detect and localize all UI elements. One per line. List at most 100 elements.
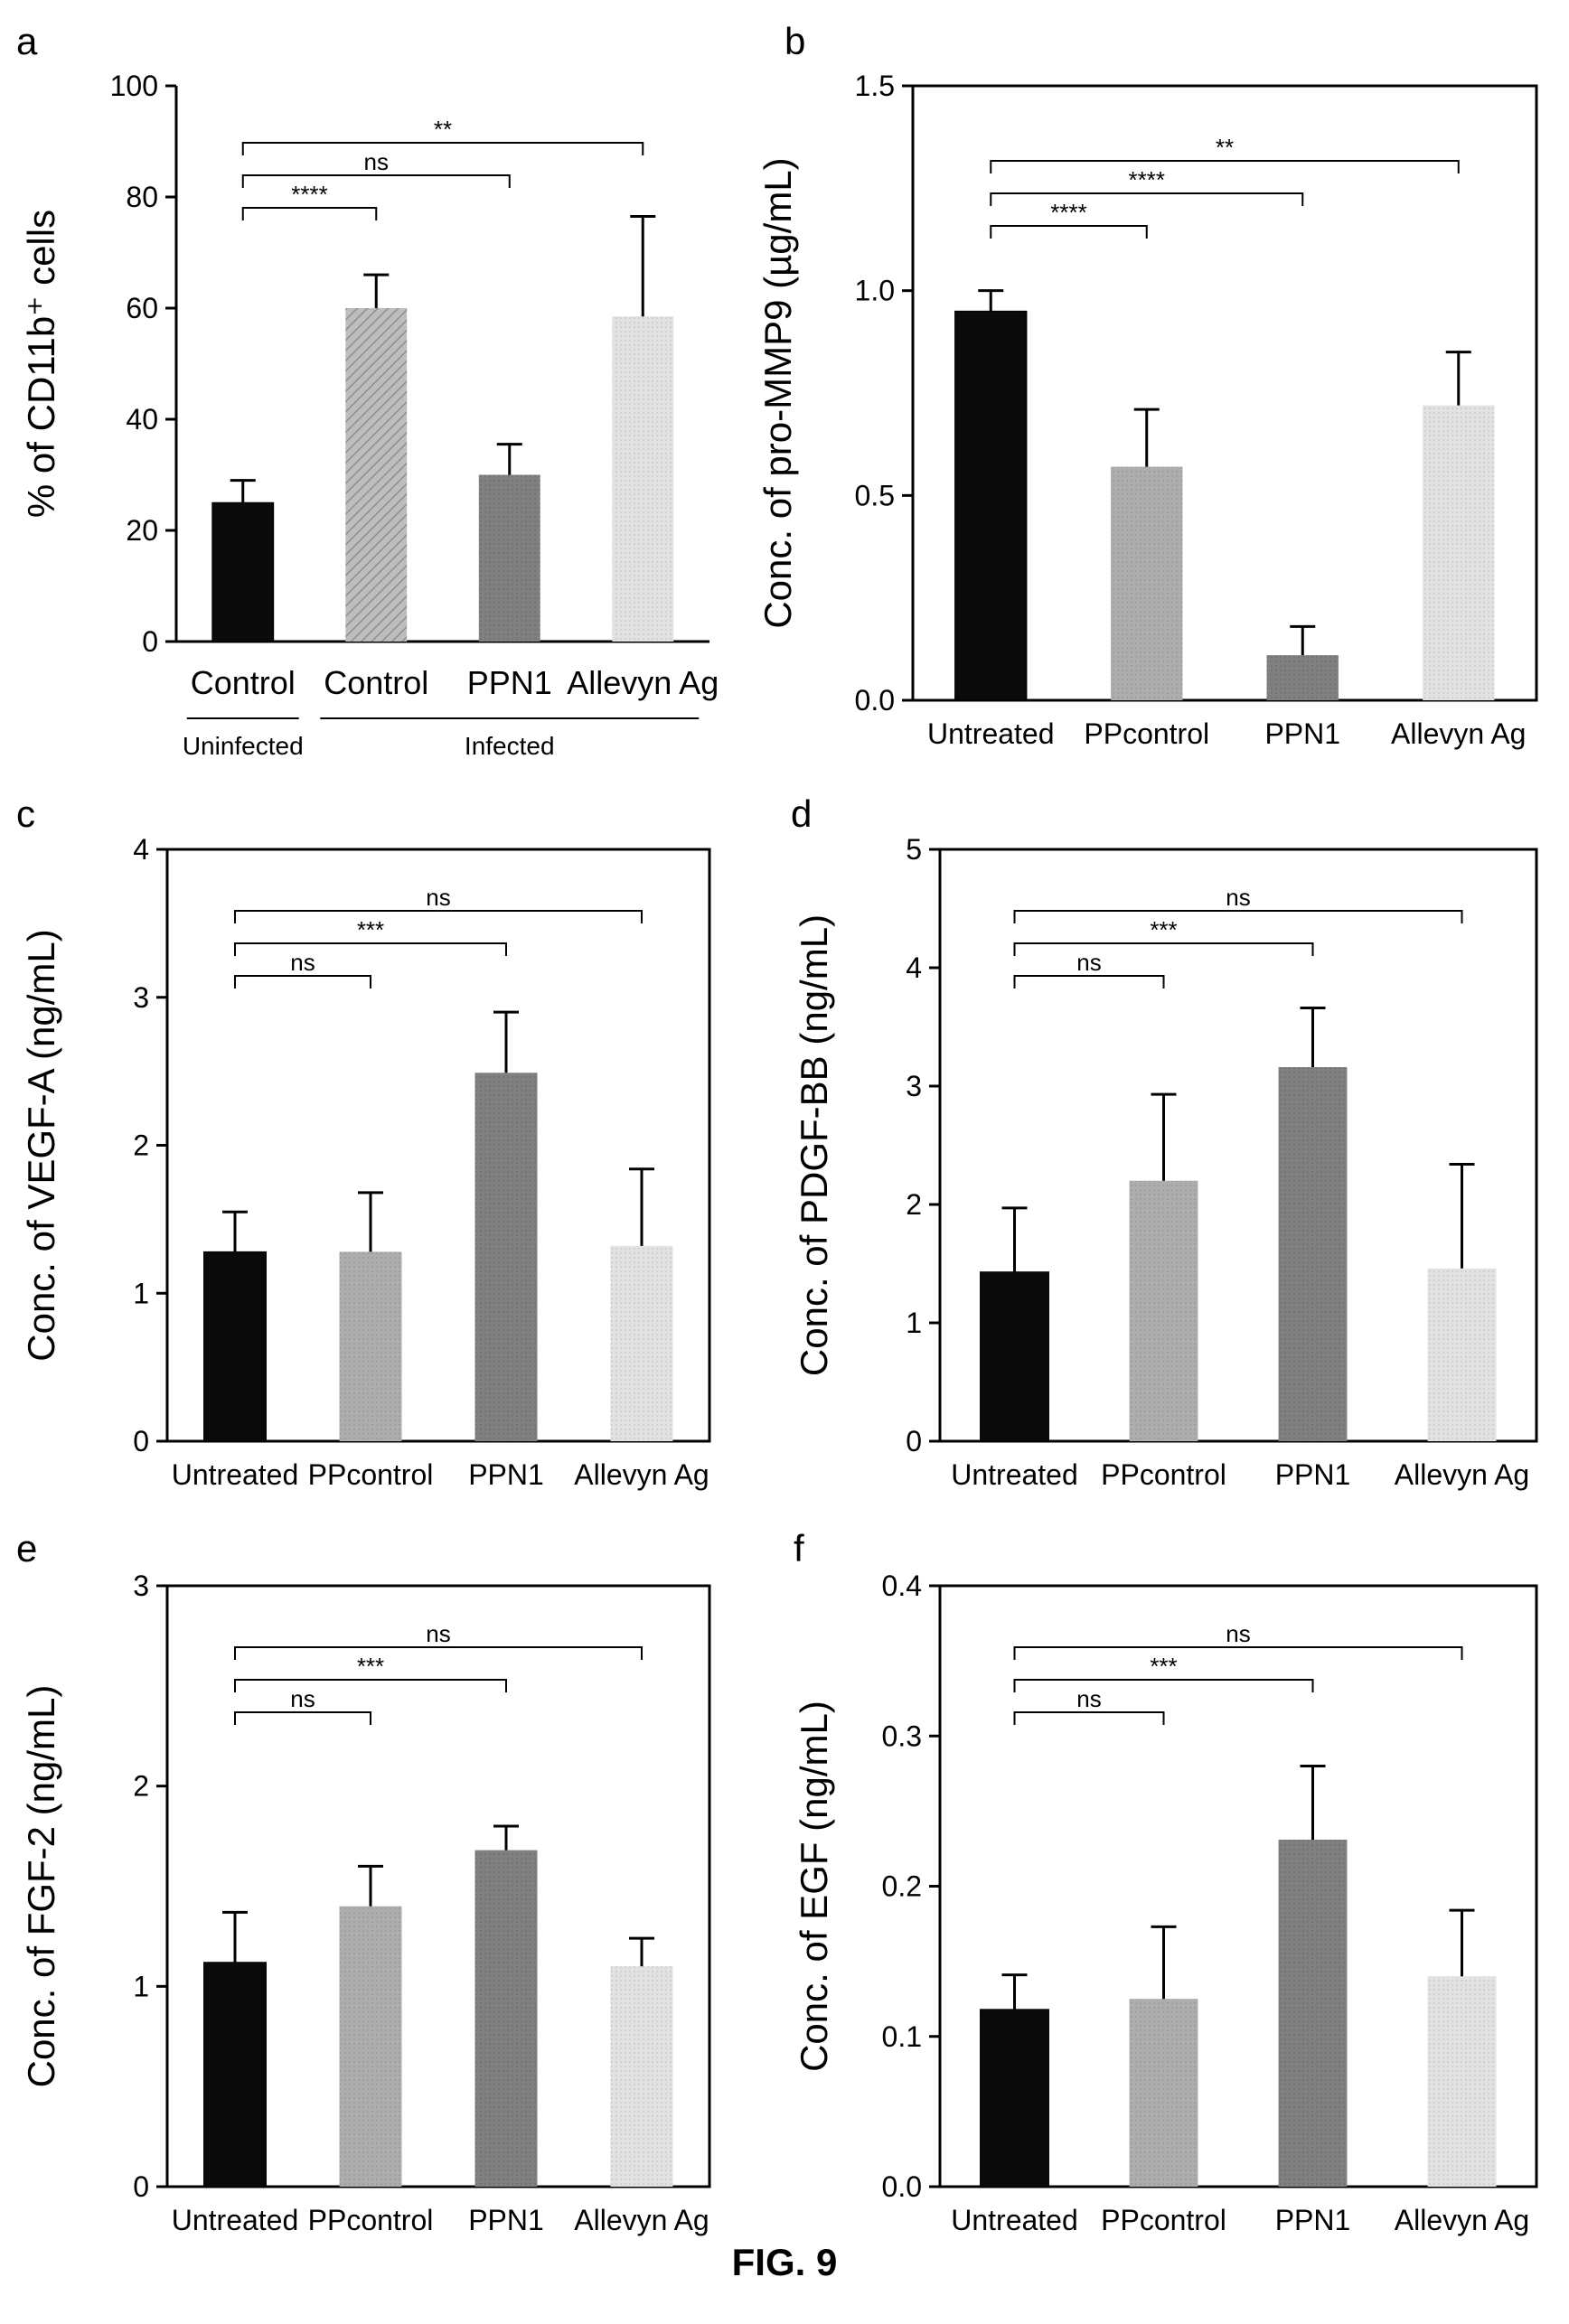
bar-control: [211, 501, 275, 642]
y-tick-label: 0.4: [882, 1570, 922, 1602]
x-tick-label: Untreated: [172, 2204, 299, 2236]
y-tick-label: 3: [906, 1070, 922, 1102]
y-tick-label: 3: [133, 1570, 149, 1602]
plot-frame: [165, 1584, 711, 2188]
x-tick-label: Allevyn Ag: [1391, 717, 1526, 750]
bar-ppn1: [474, 1073, 538, 1441]
significance-label: ***: [1150, 1653, 1177, 1680]
y-axis-label: Conc. of VEGF-A (ng/mL): [20, 929, 62, 1362]
panel-letter: c: [16, 792, 35, 835]
x-tick-label: Allevyn Ag: [1395, 1458, 1529, 1491]
panel-letter: a: [16, 20, 38, 62]
x-tick-label: PPN1: [468, 2204, 544, 2236]
x-tick-label: PPN1: [468, 1458, 544, 1491]
significance-label: ***: [357, 1653, 384, 1680]
y-tick-label: 1: [906, 1307, 922, 1339]
significance-label: ns: [1226, 884, 1250, 911]
plot-frame: [911, 84, 1538, 702]
x-tick-label: PPcontrol: [308, 1458, 434, 1491]
significance-label: ns: [426, 884, 450, 911]
significance-bracket: [234, 1679, 507, 1692]
bar-ppcontrol: [1129, 1180, 1198, 1441]
panel-letter: d: [791, 792, 812, 835]
x-tick-label: Allevyn Ag: [1395, 2204, 1529, 2236]
significance-label: ns: [290, 1685, 315, 1712]
y-tick-label: 3: [133, 981, 149, 1014]
x-tick-label: Untreated: [172, 1458, 299, 1491]
significance-label: **: [434, 116, 452, 143]
significance-bracket: [234, 975, 371, 989]
panel-e: e 0 1 2 3 Conc. of FGF-2 (ng/mL) Untreated PPco…: [16, 1527, 711, 2236]
bar-ppn1: [1278, 1839, 1348, 2187]
y-tick-label: 40: [126, 403, 158, 436]
significance-label: ns: [364, 148, 389, 175]
y-tick-label: 0: [133, 2170, 149, 2203]
significance-label: ns: [1226, 1620, 1250, 1647]
y-tick-label: 0.0: [882, 2170, 922, 2203]
significance-label: **: [1216, 134, 1234, 161]
bar-untreated: [203, 1962, 267, 2188]
y-tick-label: 1.5: [855, 70, 895, 102]
x-tick-label: PPcontrol: [308, 2204, 434, 2236]
bar-ppn1: [478, 474, 540, 642]
y-tick-label: 2: [906, 1188, 922, 1221]
y-tick-label: 0: [142, 625, 158, 658]
bar-ppcontrol: [339, 1906, 402, 2187]
y-axis-label: Conc. of pro-MMP9 (µg/mL): [756, 157, 799, 628]
significance-bracket: [990, 160, 1460, 173]
significance-bracket: [1013, 910, 1463, 923]
y-tick-label: 0.2: [882, 1870, 922, 1903]
panel-f: f 0.0 0.1 0.2 0.3 0.4 Conc. of EGF (ng/mL) Untr…: [793, 1527, 1538, 2236]
y-axis-label: Conc. of EGF (ng/mL): [793, 1701, 835, 2072]
group-label: Uninfected: [183, 732, 304, 760]
x-tick-label: Allevyn Ag: [567, 664, 719, 701]
x-tick-label: Untreated: [951, 1458, 1078, 1491]
figure-caption: FIG. 9: [731, 2241, 838, 2283]
panel-letter: e: [16, 1527, 37, 1570]
y-tick-label: 80: [126, 181, 158, 213]
bar-ppn1: [474, 1850, 538, 2187]
bar-untreated: [954, 310, 1028, 701]
y-tick-label: 0.5: [855, 479, 895, 511]
bar-ppcontrol: [339, 1251, 402, 1441]
x-tick-label: Untreated: [951, 2204, 1078, 2236]
bar-allevyn-ag: [610, 1966, 673, 2187]
y-tick-label: 1: [133, 1277, 149, 1309]
y-tick-label: 1.0: [855, 275, 895, 307]
significance-label: ***: [1150, 916, 1177, 943]
significance-bracket: [241, 207, 378, 220]
x-tick-label: PPcontrol: [1101, 2204, 1226, 2236]
significance-bracket: [990, 192, 1304, 206]
x-tick-label: PPN1: [1275, 2204, 1351, 2236]
y-axis-label: Conc. of FGF-2 (ng/mL): [20, 1685, 62, 2088]
bar-control: [345, 308, 408, 642]
y-tick-label: 60: [126, 292, 158, 324]
significance-label: ns: [1076, 949, 1101, 976]
bar-allevyn-ag: [1427, 1268, 1497, 1441]
bar-untreated: [980, 1271, 1049, 1442]
bar-untreated: [203, 1251, 267, 1442]
bar-ppcontrol: [1111, 466, 1183, 700]
x-tick-label: Allevyn Ag: [574, 2204, 709, 2236]
panel-c: c 0 1 2 3 4 Conc. of VEGF-A (ng/mL) Untreated PP…: [16, 792, 711, 1491]
x-tick-label: Untreated: [927, 717, 1055, 750]
x-tick-label: PPcontrol: [1101, 1458, 1226, 1491]
panel-b: b 0.0 0.5 1.0 1.5 Conc. of pro-MMP9 (µg/mL) Un…: [756, 20, 1538, 750]
significance-bracket: [234, 1711, 371, 1725]
bar-allevyn-ag: [1427, 1976, 1497, 2187]
y-tick-label: 5: [906, 833, 922, 866]
significance-label: ns: [290, 949, 315, 976]
x-tick-label: Control: [324, 664, 428, 701]
y-tick-label: 20: [126, 514, 158, 547]
bar-allevyn-ag: [1423, 405, 1495, 700]
bar-untreated: [980, 2009, 1049, 2188]
significance-bracket: [1013, 942, 1314, 956]
bar-ppcontrol: [1129, 1999, 1198, 2187]
x-tick-label: Allevyn Ag: [574, 1458, 709, 1491]
significance-bracket: [241, 142, 644, 155]
plot-frame: [938, 848, 1538, 1443]
y-tick-label: 0.3: [882, 1720, 922, 1752]
x-tick-label: PPN1: [1275, 1458, 1351, 1491]
y-tick-label: 4: [906, 951, 922, 984]
significance-bracket: [990, 225, 1148, 239]
